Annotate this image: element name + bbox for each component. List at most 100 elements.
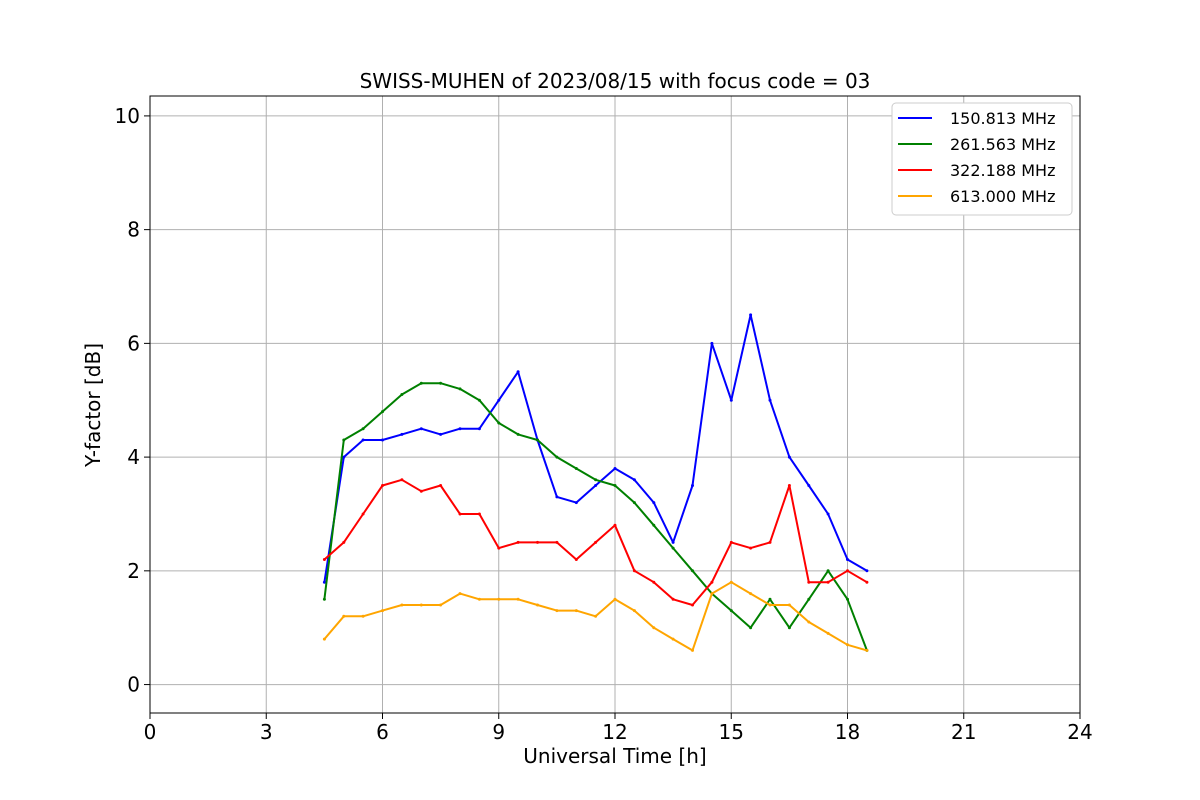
series-point-2	[613, 484, 617, 487]
series-point-4	[555, 609, 559, 613]
series-point-1	[361, 438, 365, 442]
series-point-4	[691, 648, 694, 652]
series-point-1	[671, 540, 675, 544]
series-point-4	[574, 609, 578, 613]
series-point-2	[381, 410, 384, 414]
series-point-1	[632, 478, 636, 482]
series-point-4	[807, 620, 811, 624]
chart-title: SWISS-MUHEN of 2023/08/15 with focus cod…	[360, 69, 871, 93]
series-point-2	[497, 421, 501, 425]
series-point-2	[555, 455, 559, 459]
series-point-1	[400, 432, 404, 436]
series-point-4	[419, 603, 423, 607]
series-point-4	[439, 603, 443, 607]
series-point-2	[632, 501, 636, 505]
x-axis-label: Universal Time [h]	[523, 744, 706, 768]
series-point-1	[516, 370, 520, 374]
y-tick-label: 10	[115, 104, 140, 128]
series-point-3	[555, 540, 559, 544]
x-tick-label: 21	[951, 720, 976, 744]
series-point-3	[749, 546, 753, 550]
series-point-1	[710, 341, 714, 345]
series-point-1	[787, 455, 791, 459]
series-point-1	[381, 438, 384, 442]
x-tick-label: 12	[602, 720, 627, 744]
legend-label-2: 261.563 MHz	[950, 135, 1055, 154]
x-tick-label: 0	[144, 720, 157, 744]
legend: 150.813 MHz 261.563 MHz 322.188 MHz 613.000…	[891, 102, 1073, 216]
series-point-1	[729, 398, 733, 402]
series-point-3	[342, 540, 346, 544]
series-point-4	[594, 614, 598, 618]
series-point-3	[807, 580, 811, 584]
series-point-4	[536, 603, 539, 607]
series-point-2	[749, 626, 753, 630]
series-point-4	[322, 637, 326, 641]
series-point-3	[536, 540, 539, 544]
series-point-1	[749, 313, 753, 317]
series-point-3	[710, 580, 714, 584]
legend-label-1: 150.813 MHz	[950, 109, 1055, 128]
series-point-1	[458, 427, 462, 431]
series-point-1	[846, 558, 849, 561]
series-point-4	[632, 609, 636, 613]
series-point-4	[729, 580, 733, 584]
legend-box	[891, 102, 1073, 216]
series-point-3	[865, 580, 869, 584]
series-point-3	[322, 558, 326, 561]
series-point-3	[671, 597, 675, 601]
series-point-1	[322, 580, 326, 584]
series-point-3	[361, 512, 365, 516]
series-point-4	[671, 637, 675, 641]
series-point-2	[807, 597, 811, 601]
series-point-1	[419, 427, 423, 431]
series-point-3	[400, 478, 404, 482]
series-point-2	[419, 381, 423, 385]
series-point-3	[691, 603, 694, 607]
series-point-4	[710, 592, 714, 596]
series-point-1	[826, 512, 830, 516]
series-point-4	[865, 648, 869, 652]
series-point-2	[574, 467, 578, 470]
series-point-2	[477, 398, 481, 402]
x-tick-label: 24	[1067, 720, 1092, 744]
series-point-3	[787, 484, 791, 487]
series-point-3	[846, 569, 849, 573]
series-point-1	[497, 398, 501, 402]
series-point-2	[846, 597, 849, 601]
series-point-2	[671, 546, 675, 550]
y-tick-label: 8	[127, 218, 140, 242]
x-tick-label: 15	[719, 720, 744, 744]
series-point-4	[749, 592, 753, 596]
series-point-1	[477, 427, 481, 431]
series-point-4	[400, 603, 404, 607]
series-point-4	[516, 597, 520, 601]
series-point-1	[555, 495, 559, 499]
y-axis-label: Y-factor [dB]	[81, 343, 105, 468]
series-point-1	[594, 484, 598, 487]
series-point-2	[458, 387, 462, 391]
series-point-1	[613, 467, 617, 470]
series-point-2	[768, 597, 772, 601]
series-point-2	[826, 569, 830, 573]
y-tick-label: 6	[127, 331, 140, 355]
y-tick-label: 2	[127, 559, 140, 583]
series-point-3	[729, 540, 733, 544]
series-point-3	[439, 484, 443, 487]
series-point-3	[652, 580, 656, 584]
series-point-3	[381, 484, 384, 487]
series-point-3	[826, 580, 830, 584]
series-point-2	[361, 427, 365, 431]
series-point-1	[342, 455, 346, 459]
plot-series	[322, 313, 869, 652]
series-point-4	[458, 592, 462, 596]
series-point-3	[613, 523, 617, 527]
series-point-2	[322, 597, 326, 601]
legend-label-3: 322.188 MHz	[950, 161, 1055, 180]
series-point-1	[652, 501, 656, 505]
series-point-1	[865, 569, 869, 573]
series-point-2	[342, 438, 346, 442]
series-point-4	[768, 603, 772, 607]
